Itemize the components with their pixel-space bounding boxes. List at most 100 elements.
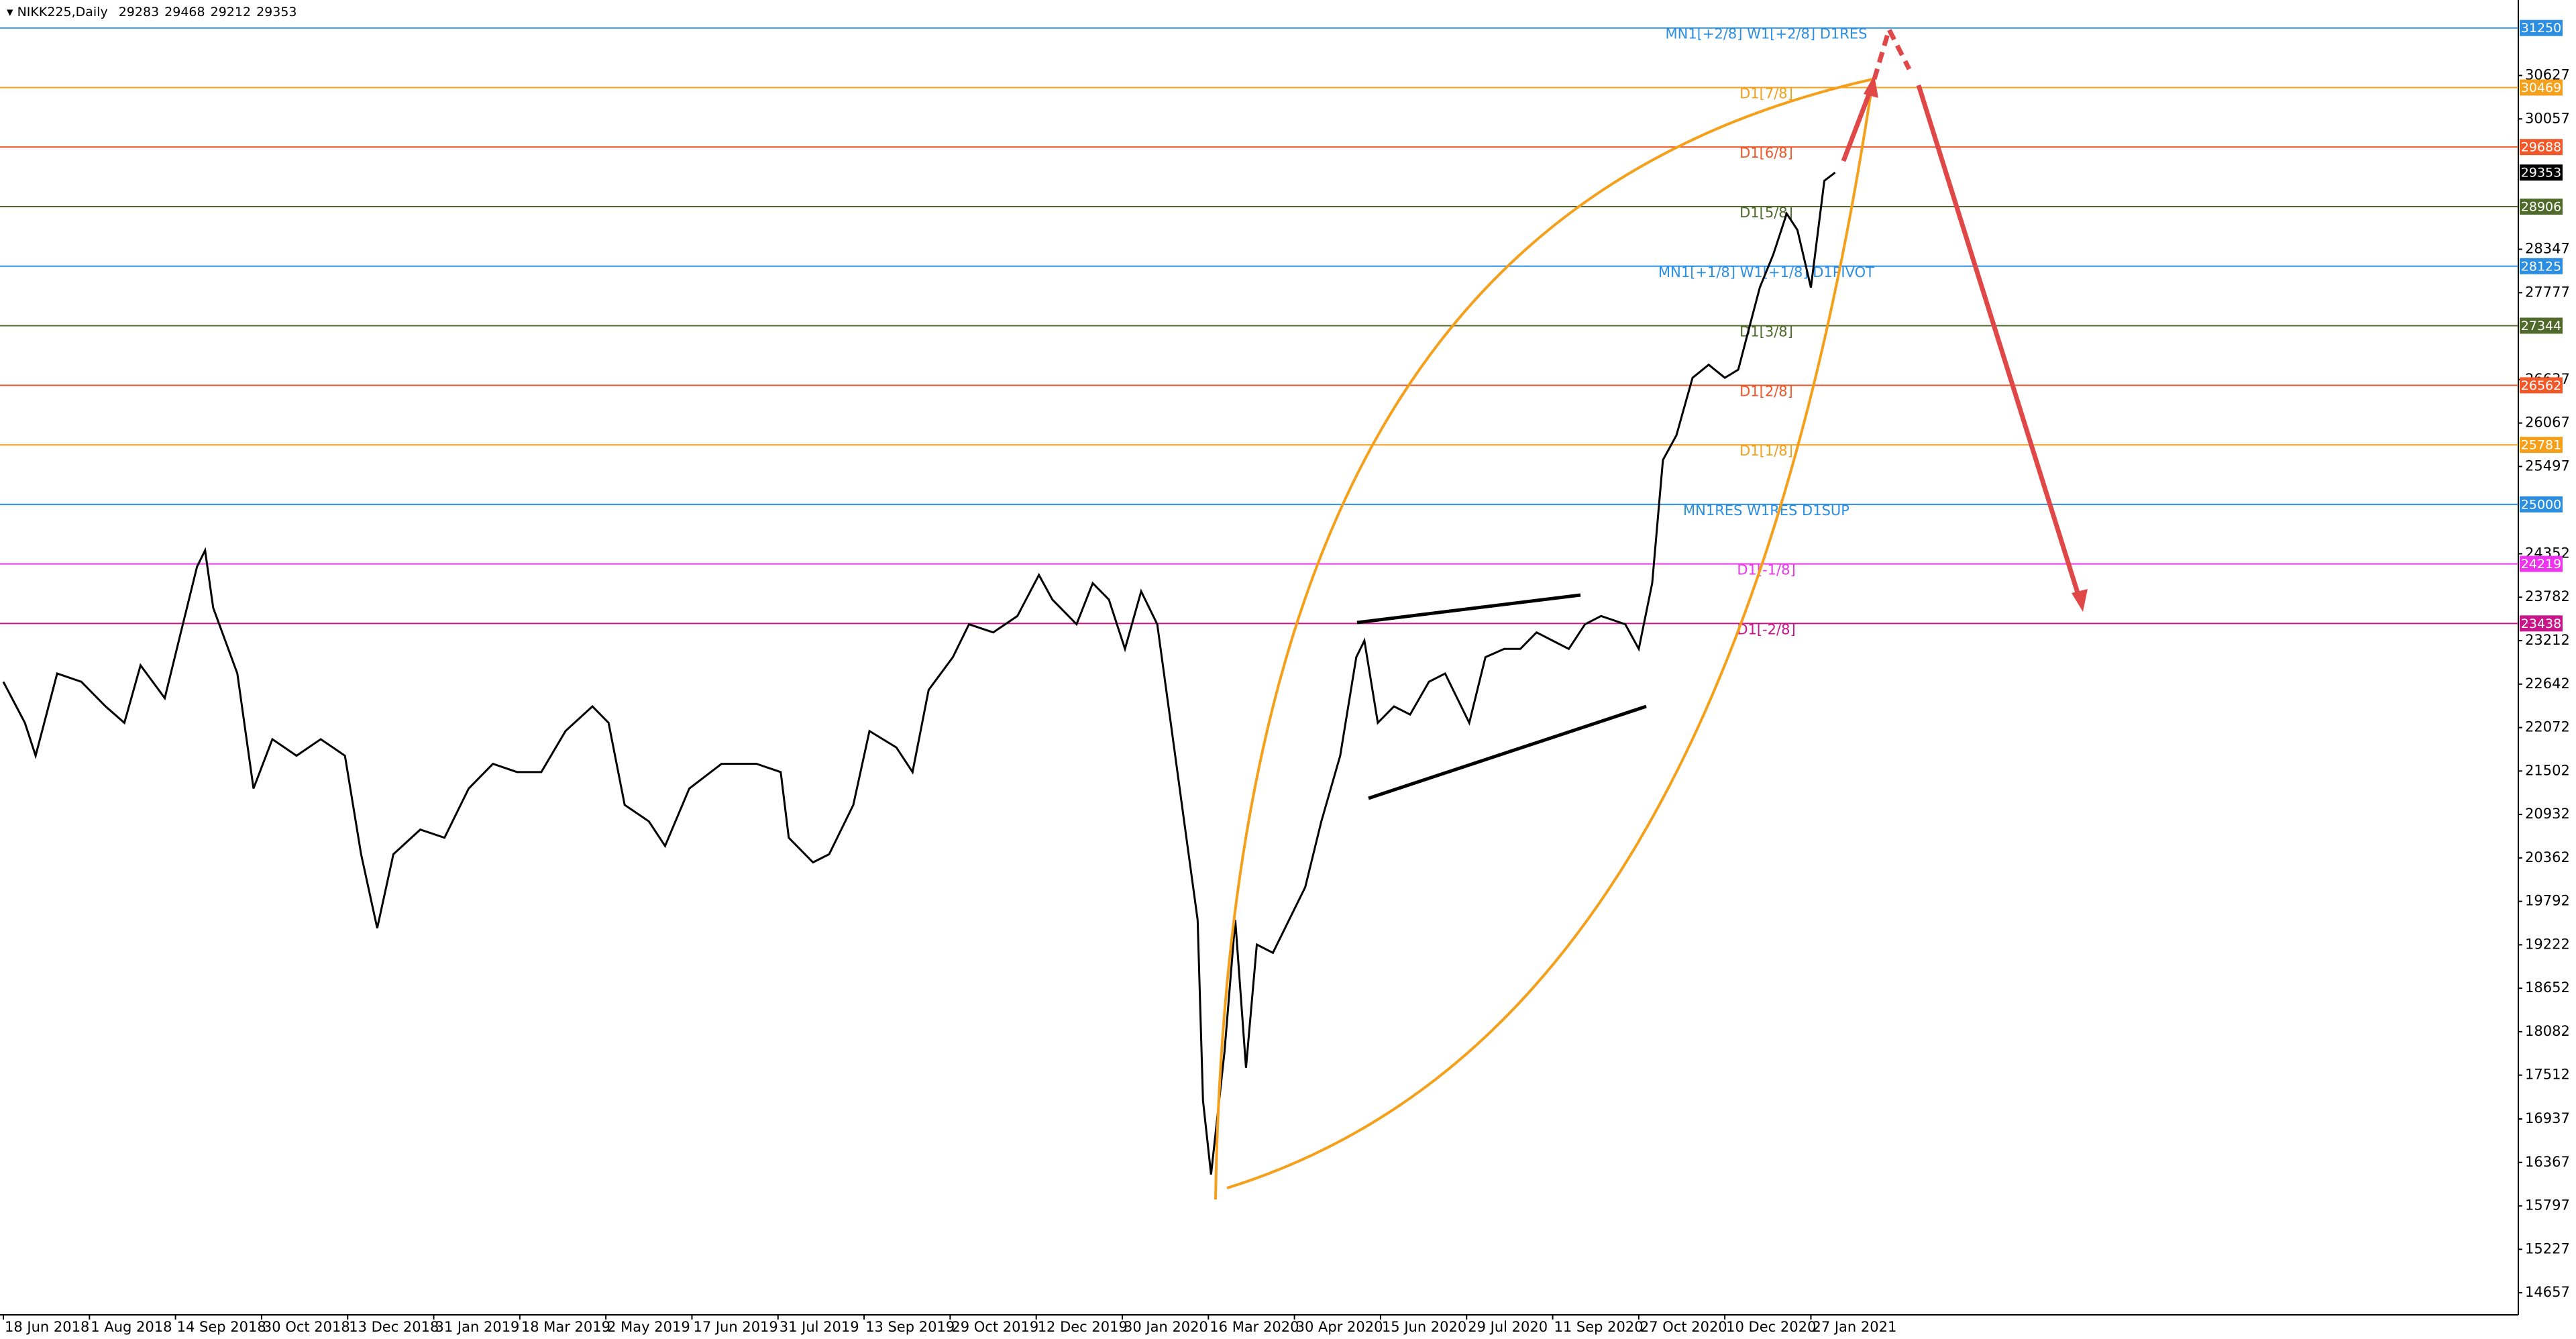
y-tick-label: 19222 [2525, 936, 2570, 952]
x-tick-label: 10 Dec 2020 [1726, 1319, 1816, 1335]
drawings [1214, 23, 2088, 1200]
arrow-head [1864, 75, 1878, 98]
level-label: D1[6/8] [1739, 145, 1793, 161]
x-tick-label: 27 Jan 2021 [1812, 1319, 1896, 1335]
y-tick-label: 22072 [2525, 719, 2570, 735]
x-tick-label: 13 Dec 2018 [349, 1319, 439, 1335]
arrow-down [1916, 84, 2082, 600]
series [2, 172, 1836, 1175]
level-tag-label: 30469 [2521, 81, 2561, 95]
ohlc-value: 29353 [256, 5, 297, 19]
level-tag-label: 25781 [2521, 438, 2561, 453]
ohlc: 29283 29468 29212 29353 [119, 5, 297, 19]
y-tick-label: 20362 [2525, 849, 2570, 865]
x-tick-label: 15 Jun 2020 [1382, 1319, 1466, 1335]
level-tag [2520, 615, 2563, 632]
y-tick-label: 19792 [2525, 893, 2570, 909]
level-tag-label: 26562 [2521, 378, 2561, 393]
level-tag [2520, 79, 2563, 96]
y-tick-label: 30057 [2525, 110, 2570, 126]
level-tag-label: 27344 [2521, 319, 2561, 333]
y-tick-label: 18082 [2525, 1023, 2570, 1039]
chart-title: NIKK225,Daily [17, 5, 108, 19]
axes: 3062730057283472777726637260672549724352… [3, 19, 2570, 1335]
y-tick-label: 26067 [2525, 415, 2570, 431]
level-tag [2520, 555, 2563, 572]
x-tick-label: 31 Jan 2019 [435, 1319, 520, 1335]
arc-upper [1214, 78, 1874, 1200]
level-tag-label: 28906 [2521, 200, 2561, 215]
level-label: MN1[+2/8] W1[+2/8] D1RES [1666, 26, 1868, 42]
y-tick-label: 21502 [2525, 762, 2570, 778]
levels: MN1[+2/8] W1[+2/8] D1RES D1[7/8] D1[6/8] D1… [0, 26, 2518, 637]
level-tag [2520, 199, 2563, 215]
arrow-up [1841, 86, 1874, 162]
level-label: D1[2/8] [1739, 383, 1793, 399]
level-tag [2520, 19, 2563, 36]
x-tick-label: 18 Jun 2018 [5, 1319, 89, 1335]
level-tag [2520, 317, 2563, 334]
x-tick-label: 16 Mar 2020 [1210, 1319, 1299, 1335]
y-tick-label: 17512 [2525, 1067, 2570, 1083]
x-tick-label: 30 Jan 2020 [1124, 1319, 1208, 1335]
y-tick-label: 15227 [2525, 1240, 2570, 1256]
level-label: D1[7/8] [1739, 85, 1793, 101]
chart-header: ▾ NIKK225,Daily 29283 29468 29212 29353 [7, 5, 297, 19]
y-tick-label: 18652 [2525, 979, 2570, 996]
y-tick-label: 20932 [2525, 806, 2570, 822]
price-line [2, 172, 1836, 1175]
y-tick-label: 15797 [2525, 1197, 2570, 1214]
x-tick-label: 2 May 2019 [607, 1319, 690, 1335]
last-price-tag [2520, 164, 2563, 181]
level-tag-label: 28125 [2521, 259, 2561, 274]
x-tick-label: 17 Jun 2019 [693, 1319, 777, 1335]
x-tick-label: 13 Sep 2019 [865, 1319, 955, 1335]
x-tick-label: 29 Oct 2019 [951, 1319, 1038, 1335]
level-tag [2520, 139, 2563, 156]
header-icon: ▾ [7, 5, 17, 19]
level-label: D1[5/8] [1739, 205, 1793, 221]
y-tick-label: 23212 [2525, 632, 2570, 648]
ohlc-value: 29212 [211, 5, 251, 19]
y-tick-label: 25497 [2525, 458, 2570, 474]
level-label: D1[-2/8] [1737, 621, 1795, 637]
x-tick-label: 12 Dec 2019 [1038, 1319, 1128, 1335]
y-tick-label: 27777 [2525, 284, 2570, 300]
level-label: D1[-1/8] [1737, 562, 1795, 578]
ohlc-value: 29468 [164, 5, 205, 19]
level-tag [2520, 496, 2563, 513]
level-label: MN1RES W1RES D1SUP [1683, 502, 1849, 519]
level-tag-label: 31250 [2521, 21, 2561, 36]
x-tick-label: 27 Oct 2020 [1640, 1319, 1727, 1335]
level-tag-label: 24219 [2521, 557, 2561, 572]
arrow-head [2072, 589, 2088, 612]
x-tick-label: 29 Jul 2020 [1468, 1319, 1548, 1335]
x-tick-label: 30 Apr 2020 [1296, 1319, 1383, 1335]
x-tick-label: 11 Sep 2020 [1554, 1319, 1644, 1335]
y-tick-label: 28347 [2525, 241, 2570, 257]
x-tick-label: 1 Aug 2018 [91, 1319, 172, 1335]
x-tick-label: 30 Oct 2018 [263, 1319, 350, 1335]
arc-lower [1226, 78, 1874, 1189]
last-price-label: 29353 [2521, 166, 2561, 180]
level-tag-label: 23438 [2521, 617, 2561, 631]
level-tag [2520, 258, 2563, 274]
level-tag [2520, 377, 2563, 394]
y-tick-label: 14657 [2525, 1284, 2570, 1300]
x-tick-label: 31 Jul 2019 [780, 1319, 859, 1335]
x-tick-label: 14 Sep 2018 [177, 1319, 266, 1335]
ohlc-value: 29283 [119, 5, 159, 19]
trend-line-top [1356, 593, 1581, 625]
level-label: D1[1/8] [1739, 443, 1793, 459]
y-tick-label: 16367 [2525, 1154, 2570, 1170]
level-tag-label: 29688 [2521, 140, 2561, 155]
y-tick-label: 23782 [2525, 588, 2570, 604]
level-tag [2520, 437, 2563, 453]
trend-line-bottom [1368, 704, 1647, 800]
x-tick-label: 18 Mar 2019 [521, 1319, 610, 1335]
level-tag-label: 25000 [2521, 497, 2561, 512]
y-tick-label: 16937 [2525, 1110, 2570, 1126]
